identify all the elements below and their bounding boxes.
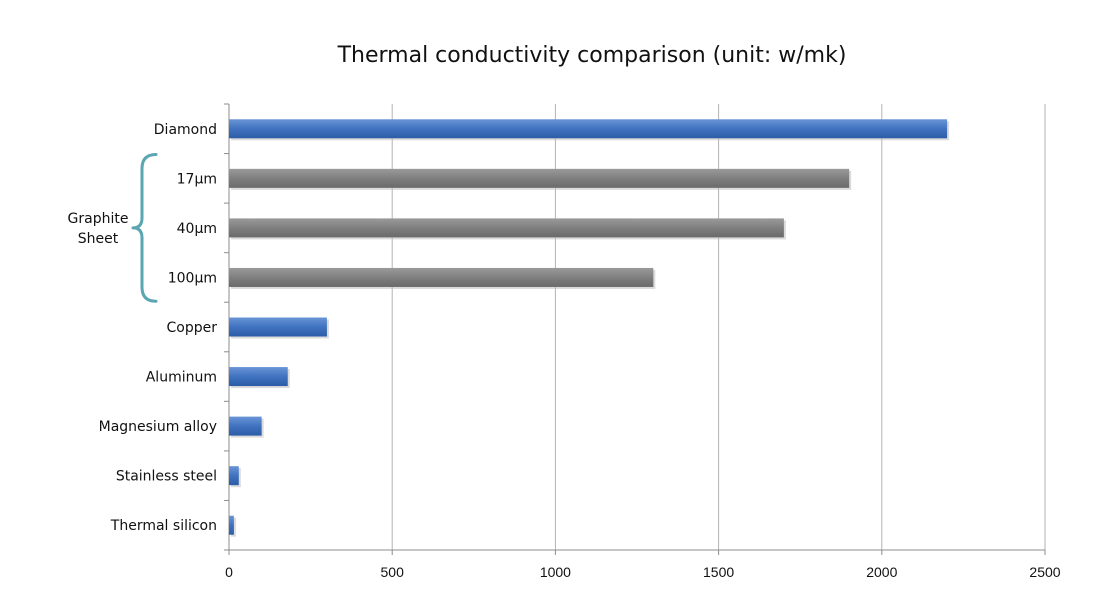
x-tick-label-500: 500	[381, 564, 405, 580]
category-label: 17μm	[177, 171, 217, 187]
bar-thermal-silicon	[229, 515, 234, 535]
x-tick-label-0: 0	[225, 564, 233, 580]
category-label: 40μm	[177, 221, 217, 237]
category-label: Aluminum	[146, 370, 217, 386]
category-label: Copper	[167, 320, 218, 336]
chart-title: Thermal conductivity comparison (unit: w…	[337, 43, 847, 68]
x-tick-label-2500: 2500	[1029, 564, 1060, 580]
category-label: Magnesium alloy	[99, 419, 217, 435]
category-label: Diamond	[154, 122, 217, 138]
bar-layer	[229, 119, 950, 537]
category-label-layer: Diamond 17μm 40μm 100μm Copper Aluminum Magnes…	[99, 122, 218, 534]
group-label-line: Graphite	[68, 211, 129, 227]
category-label: Stainless steel	[116, 469, 217, 485]
bar-17-m	[229, 168, 850, 188]
x-tick-label-1000: 1000	[540, 564, 571, 580]
x-tick-label-2000: 2000	[866, 564, 897, 580]
bar-40-m	[229, 218, 784, 238]
category-label: Thermal silicon	[110, 518, 217, 534]
bar-copper	[229, 317, 327, 337]
category-label: 100μm	[168, 270, 217, 286]
bar-diamond	[229, 119, 948, 139]
bar-100-m	[229, 267, 654, 287]
tick-label-layer: 0 500 1000 1500 2000 2500	[225, 550, 1061, 580]
group-label-line: Sheet	[78, 231, 119, 247]
bar-aluminum	[229, 367, 288, 387]
group-annotation-layer: Graphite Sheet	[68, 153, 158, 303]
bar-magnesium-alloy	[229, 416, 262, 436]
x-tick-label-1500: 1500	[703, 564, 734, 580]
group-bracket	[131, 153, 158, 303]
bar-stainless-steel	[229, 466, 239, 486]
